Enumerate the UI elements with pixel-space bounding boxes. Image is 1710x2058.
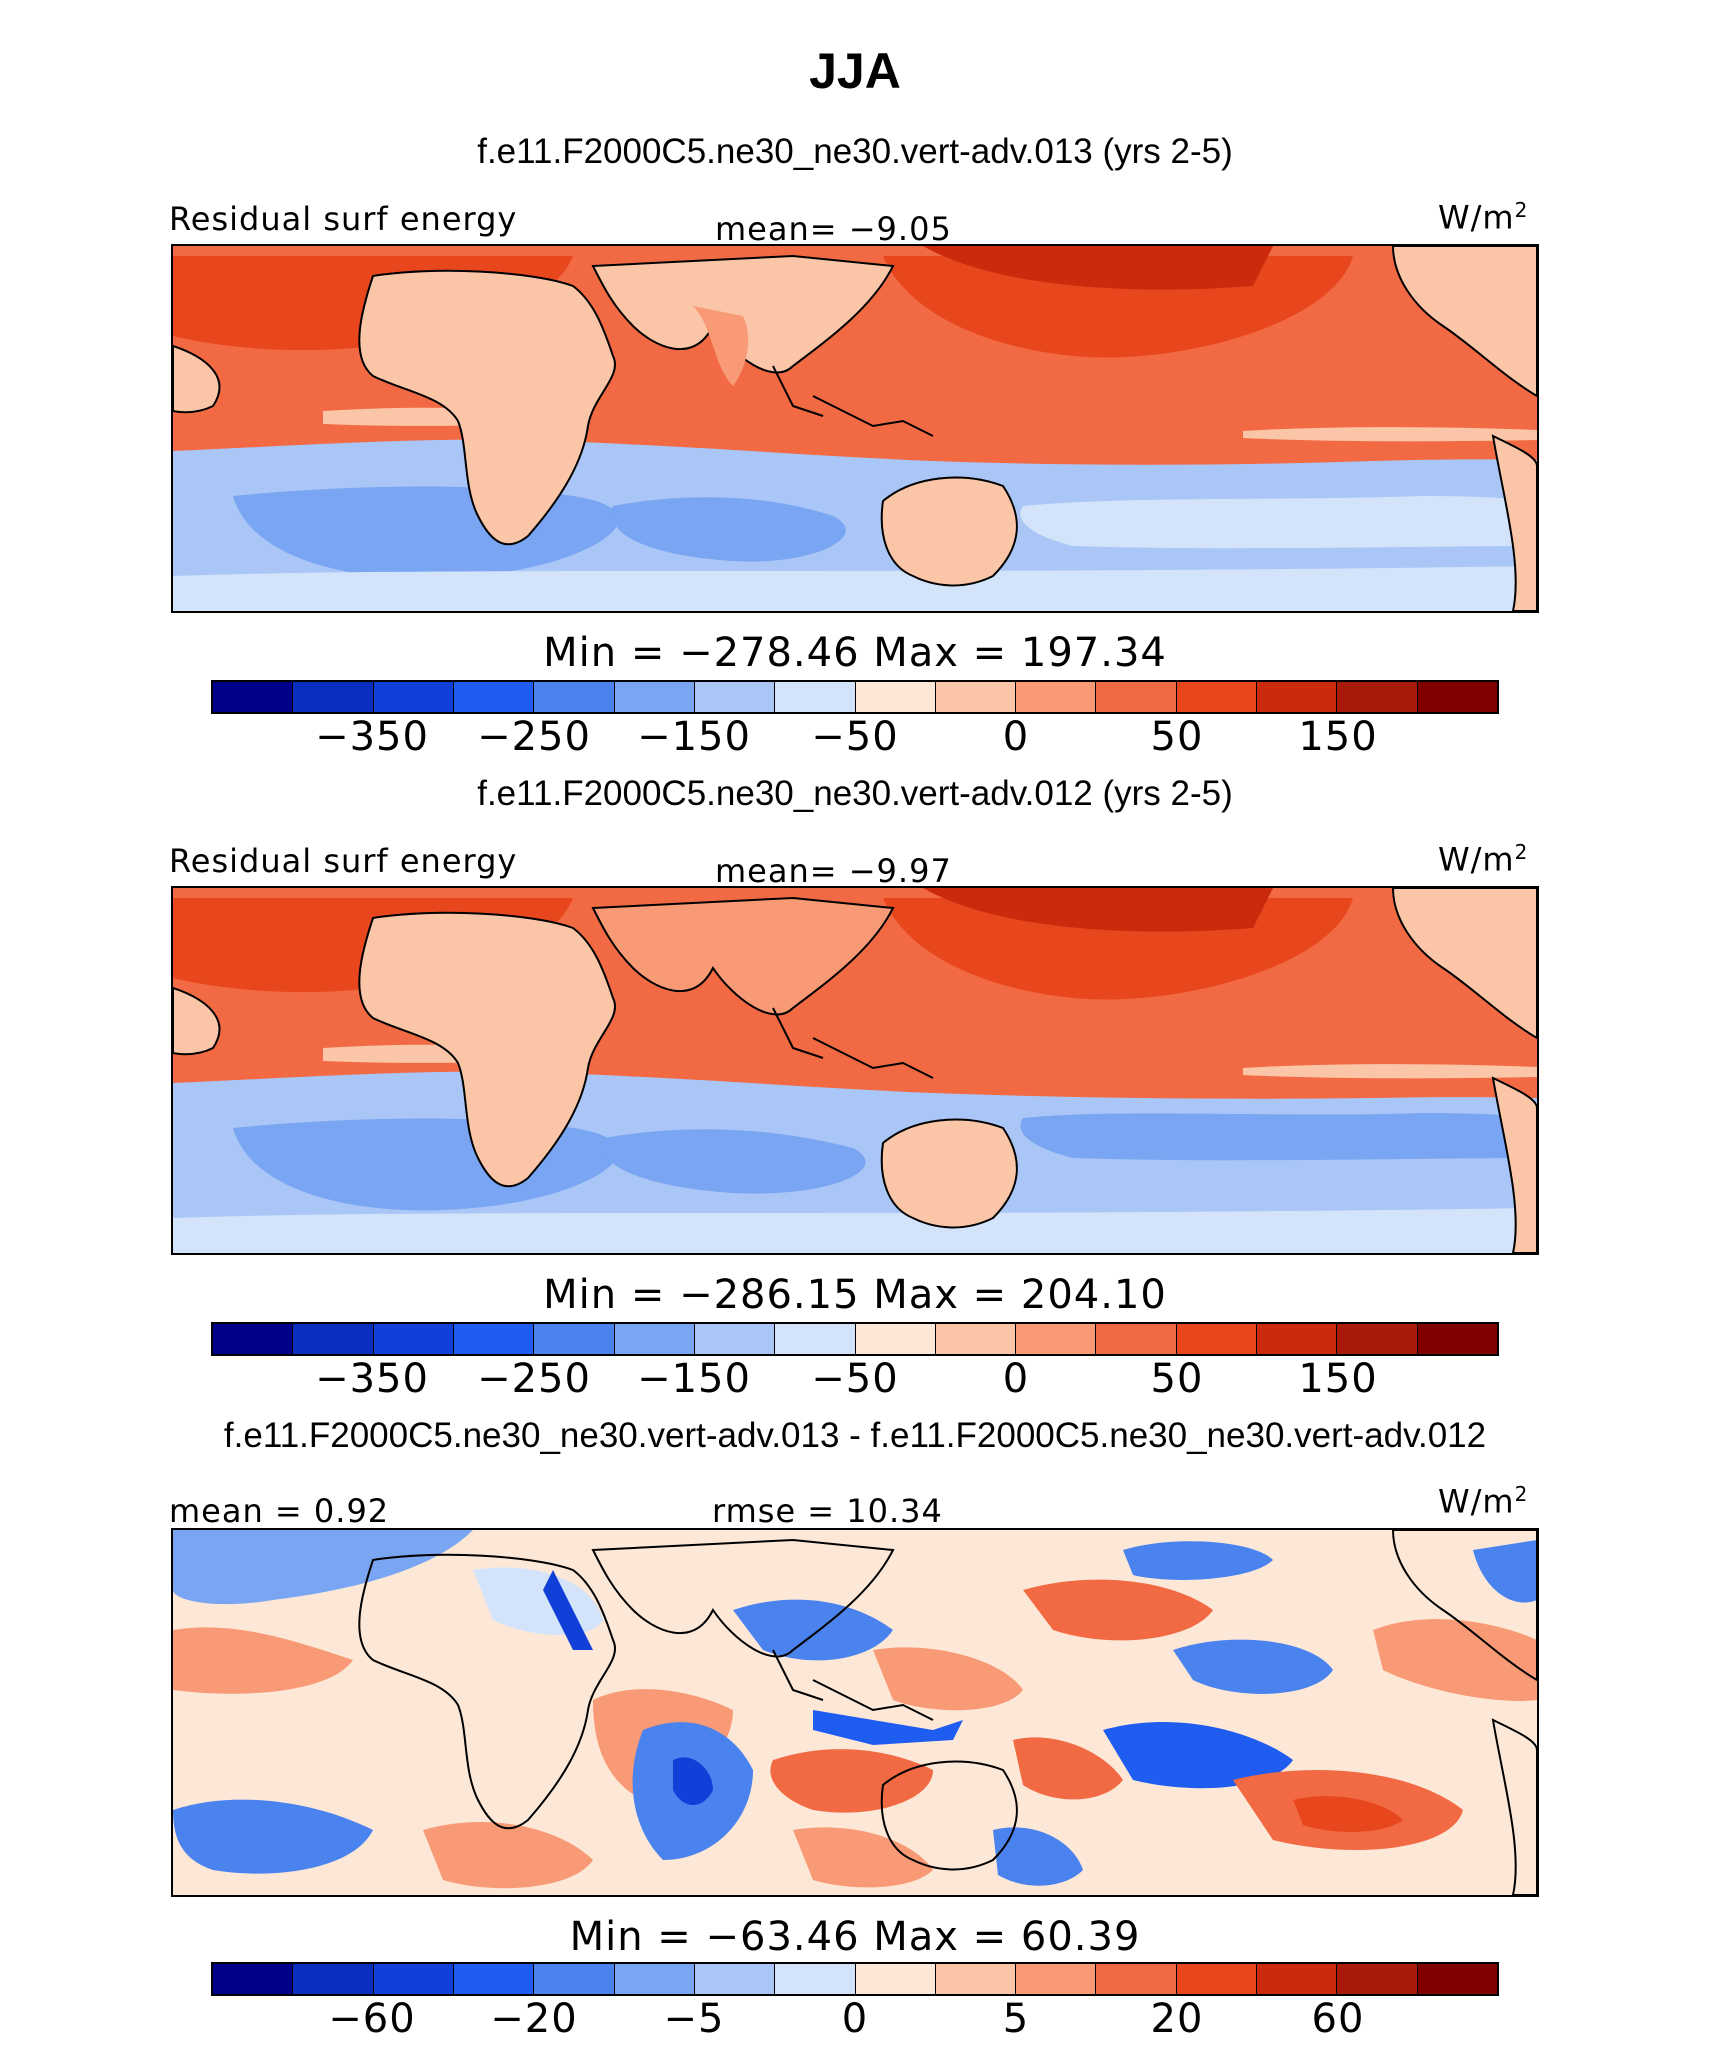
- panel-3-tick: −20: [490, 1996, 578, 2042]
- colorbar-swatch: [213, 1324, 294, 1354]
- panel-3-rmse-label: rmse = 10.34: [712, 1492, 943, 1530]
- panel-2-tick: 50: [1150, 1356, 1204, 1402]
- colorbar-swatch: [1417, 682, 1497, 712]
- colorbar-swatch: [534, 1324, 615, 1354]
- colorbar-swatch: [453, 1964, 535, 1994]
- panel-2-variable-label: Residual surf energy: [169, 842, 518, 880]
- colorbar-swatch: [1176, 1324, 1258, 1354]
- panel-3-tick: −60: [328, 1996, 416, 2042]
- panel-1-tick: −50: [811, 714, 899, 760]
- panel-1-tick: −150: [637, 714, 751, 760]
- panel-2-tick: −150: [637, 1356, 751, 1402]
- panel-1-tick: 0: [1002, 714, 1030, 760]
- colorbar-swatch: [1176, 1964, 1258, 1994]
- panel-2-tick: −250: [477, 1356, 591, 1402]
- panel-2-map: [171, 886, 1539, 1255]
- panel-1-colorbar: [211, 680, 1499, 714]
- colorbar-swatch: [614, 1964, 695, 1994]
- colorbar-swatch: [1337, 1964, 1418, 1994]
- panel-2-units-label: W/m2: [1438, 840, 1529, 879]
- colorbar-swatch: [213, 682, 294, 712]
- colorbar-swatch: [775, 682, 856, 712]
- colorbar-swatch: [935, 1964, 1017, 1994]
- colorbar-swatch: [373, 682, 454, 712]
- panel-1-map: [171, 244, 1539, 613]
- colorbar-swatch: [534, 1964, 615, 1994]
- colorbar-swatch: [1337, 1324, 1418, 1354]
- colorbar-swatch: [453, 682, 535, 712]
- panel-3-map: [171, 1528, 1539, 1897]
- panel-1-tick: 150: [1298, 714, 1378, 760]
- colorbar-swatch: [1257, 1324, 1338, 1354]
- colorbar-swatch: [534, 682, 615, 712]
- panel-3-units-label: W/m2: [1438, 1482, 1529, 1521]
- colorbar-swatch: [855, 1964, 936, 1994]
- panel-1-units-label: W/m2: [1438, 198, 1529, 237]
- panel-2-tick: −50: [811, 1356, 899, 1402]
- panel-2-colorbar: [211, 1322, 1499, 1356]
- panel-2-min-max: Min = −286.15 Max = 204.10: [543, 1272, 1167, 1318]
- colorbar-swatch: [614, 682, 695, 712]
- colorbar-swatch: [935, 1324, 1017, 1354]
- colorbar-swatch: [694, 1324, 776, 1354]
- colorbar-swatch: [373, 1324, 454, 1354]
- colorbar-swatch: [293, 1324, 374, 1354]
- colorbar-swatch: [694, 682, 776, 712]
- colorbar-swatch: [855, 682, 936, 712]
- colorbar-swatch: [453, 1324, 535, 1354]
- colorbar-swatch: [694, 1964, 776, 1994]
- panel-2-tick: 0: [1002, 1356, 1030, 1402]
- panel-3-tick: −5: [663, 1996, 725, 2042]
- panel-3-tick: 5: [1002, 1996, 1030, 2042]
- colorbar-swatch: [373, 1964, 454, 1994]
- panel-3-tick: 60: [1311, 1996, 1365, 2042]
- colorbar-swatch: [614, 1324, 695, 1354]
- panel-3-tick: 0: [841, 1996, 869, 2042]
- panel-1-tick: −250: [477, 714, 591, 760]
- colorbar-swatch: [775, 1964, 856, 1994]
- colorbar-swatch: [1176, 682, 1258, 712]
- panel-1-mean-label: mean= −9.05: [715, 210, 952, 248]
- panel-1-variable-label: Residual surf energy: [169, 200, 518, 238]
- panel-3-case-title: f.e11.F2000C5.ne30_ne30.vert-adv.013 - f…: [223, 1416, 1487, 1455]
- colorbar-swatch: [213, 1964, 294, 1994]
- colorbar-swatch: [1016, 682, 1097, 712]
- colorbar-swatch: [935, 682, 1017, 712]
- colorbar-swatch: [1257, 682, 1338, 712]
- panel-2-tick: −350: [315, 1356, 429, 1402]
- panel-1-min-max: Min = −278.46 Max = 197.34: [543, 630, 1167, 676]
- colorbar-swatch: [1417, 1324, 1497, 1354]
- colorbar-swatch: [775, 1324, 856, 1354]
- colorbar-swatch: [293, 1964, 374, 1994]
- panel-2-tick: 150: [1298, 1356, 1378, 1402]
- colorbar-swatch: [1016, 1324, 1097, 1354]
- panel-3-min-max: Min = −63.46 Max = 60.39: [569, 1914, 1141, 1960]
- panel-1-tick: −350: [315, 714, 429, 760]
- colorbar-swatch: [293, 682, 374, 712]
- colorbar-swatch: [1257, 1964, 1338, 1994]
- panel-2-case-title: f.e11.F2000C5.ne30_ne30.vert-adv.012 (yr…: [477, 774, 1233, 813]
- colorbar-swatch: [855, 1324, 936, 1354]
- panel-1-case-title: f.e11.F2000C5.ne30_ne30.vert-adv.013 (yr…: [477, 132, 1233, 171]
- colorbar-swatch: [1417, 1964, 1497, 1994]
- panel-1-tick: 50: [1150, 714, 1204, 760]
- figure-title: JJA: [809, 43, 901, 99]
- colorbar-swatch: [1096, 682, 1177, 712]
- panel-3-mean-label: mean = 0.92: [169, 1492, 390, 1530]
- panel-3-colorbar: [211, 1962, 1499, 1996]
- panel-2-mean-label: mean= −9.97: [715, 852, 952, 890]
- colorbar-swatch: [1096, 1324, 1177, 1354]
- colorbar-swatch: [1337, 682, 1418, 712]
- panel-3-tick: 20: [1150, 1996, 1204, 2042]
- colorbar-swatch: [1096, 1964, 1177, 1994]
- colorbar-swatch: [1016, 1964, 1097, 1994]
